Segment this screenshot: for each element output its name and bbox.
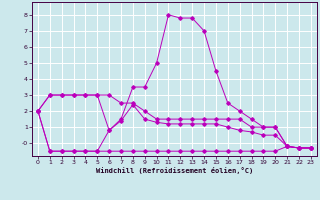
X-axis label: Windchill (Refroidissement éolien,°C): Windchill (Refroidissement éolien,°C)	[96, 167, 253, 174]
